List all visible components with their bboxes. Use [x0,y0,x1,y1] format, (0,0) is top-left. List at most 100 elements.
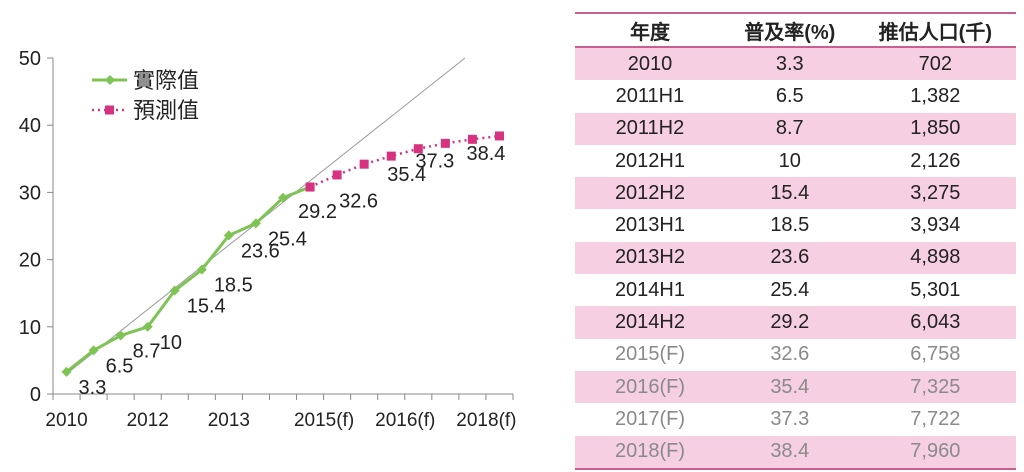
data-point-diamond [223,230,234,241]
cell-year: 2017(F) [614,407,685,430]
cell-population: 7,722 [910,407,961,430]
x-tick-label: 2016(f) [375,410,435,431]
cell-rate: 32.6 [770,343,810,366]
cell-year: 2013H1 [614,214,685,237]
data-point-square [467,134,477,144]
table-row: 2011H2 8.7 1,850 [575,112,1016,145]
cell-year: 2016(F) [575,370,725,404]
data-label: 10 [160,332,182,354]
cell-year: 2012H2 [575,177,725,210]
data-label: 38.4 [466,143,505,165]
table-row: 2017(F) 37.3 7,722 [575,403,1016,435]
data-point-square [359,159,369,169]
table-row: 2012H1 10 2,126 [575,145,1016,177]
cell-population: 3,934 [910,214,961,237]
cell-rate: 3.3 [724,47,855,81]
data-point-diamond [196,264,207,275]
data-point-diamond [278,192,288,203]
series-line-0 [65,185,311,373]
data-point-diamond [250,218,261,229]
cell-year: 2013H2 [575,241,725,275]
data-point-diamond [88,345,99,356]
cell-population: 3,275 [854,177,1016,210]
x-tick-label: 2012 [127,410,169,431]
cell-rate: 15.4 [724,177,855,210]
x-tick-label: 2018(f) [456,410,516,431]
cell-population: 1,850 [854,112,1016,145]
cell-population: 7,960 [854,435,1016,469]
cell-rate: 25.4 [770,278,810,301]
cell-rate: 29.2 [724,306,855,339]
data-label: 35.4 [387,164,426,186]
cell-year: 2012H1 [614,149,685,172]
data-point-diamond [169,285,180,296]
table-row: 2018(F) 38.4 7,960 [575,435,1016,469]
cell-year: 2011H2 [575,112,725,145]
cell-year: 2014H2 [575,306,725,339]
data-label: 29.2 [298,201,337,223]
data-point-square [386,151,396,161]
legend-label-1: 預測值 [133,98,199,123]
cell-rate: 6.5 [775,84,804,107]
table-row: 2013H1 18.5 3,934 [575,209,1016,241]
y-tick-label: 20 [19,250,41,272]
x-tick-label: 2013 [208,410,250,431]
cell-population: 6,758 [910,343,961,366]
cell-year: 2014H1 [614,278,685,301]
legend-label-0: 實際值 [133,68,199,93]
data-label: 18.5 [214,275,253,297]
table-row: 2015(F) 32.6 6,758 [575,339,1016,371]
data-label: 15.4 [187,296,226,318]
cell-year: 2018(F) [575,435,725,469]
cell-population: 4,898 [854,241,1016,275]
data-label: 8.7 [133,341,161,363]
legend-marker-square [105,105,114,115]
cell-year: 2011H1 [615,84,685,107]
cell-rate: 37.3 [770,407,810,430]
table-row: 2016(F) 35.4 7,325 [575,370,1016,404]
table-header-row: 年度 普及率(%) 推估人口(千) [575,13,1016,48]
cell-population: 1,382 [910,84,961,107]
cell-population: 702 [854,47,1016,81]
cell-population: 2,126 [910,149,961,172]
cell-rate: 10 [778,149,801,172]
y-tick-label: 40 [19,115,41,137]
cell-year: 2015(F) [614,343,685,366]
data-point-square [440,138,450,148]
cell-rate: 38.4 [724,435,855,469]
header-population: 推估人口(千) [854,13,1016,48]
x-tick-label: 2015(f) [294,410,354,431]
cell-population: 6,043 [854,306,1016,339]
cell-population: 5,301 [910,278,961,301]
data-label: 25.4 [268,228,307,250]
cell-rate: 18.5 [770,214,810,237]
penetration-line-chart: 0 10 20 30 40 50 2010 2012 2013 2015(f) 2016(f) 201… [19,48,517,431]
table-row: 2014H1 25.4 5,301 [575,274,1016,306]
data-point-square [413,144,423,154]
table-row: 2011H1 6.5 1,382 [575,80,1016,112]
cell-year: 2010 [575,47,725,81]
table-row: 2012H2 15.4 3,275 [575,177,1016,210]
cell-rate: 8.7 [724,112,855,145]
data-point-square [332,170,342,180]
data-point-diamond [142,321,153,332]
table-row: 2014H2 29.2 6,043 [575,306,1016,339]
data-label: 32.6 [339,191,378,213]
data-point-square [305,182,315,192]
data-label: 23.6 [241,240,280,262]
table-row: 2013H2 23.6 4,898 [575,241,1016,275]
header-year: 年度 [575,13,725,48]
cell-population: 7,325 [854,370,1016,404]
y-tick-label: 30 [19,182,41,204]
data-label: 37.3 [415,150,454,172]
header-rate: 普及率(%) [724,13,855,48]
y-tick-label: 50 [19,48,41,70]
cell-rate: 23.6 [724,241,855,275]
penetration-table: 年度 普及率(%) 推估人口(千) 2010 3.3 702 2011H1 6.5 1,3… [575,12,1016,470]
data-label: 3.3 [79,377,107,399]
legend-marker-diamond [105,75,115,85]
table-row: 2010 3.3 702 [575,47,1016,81]
y-tick-label: 10 [19,317,41,339]
x-tick-label: 2010 [45,410,87,431]
data-label: 6.5 [106,355,134,377]
